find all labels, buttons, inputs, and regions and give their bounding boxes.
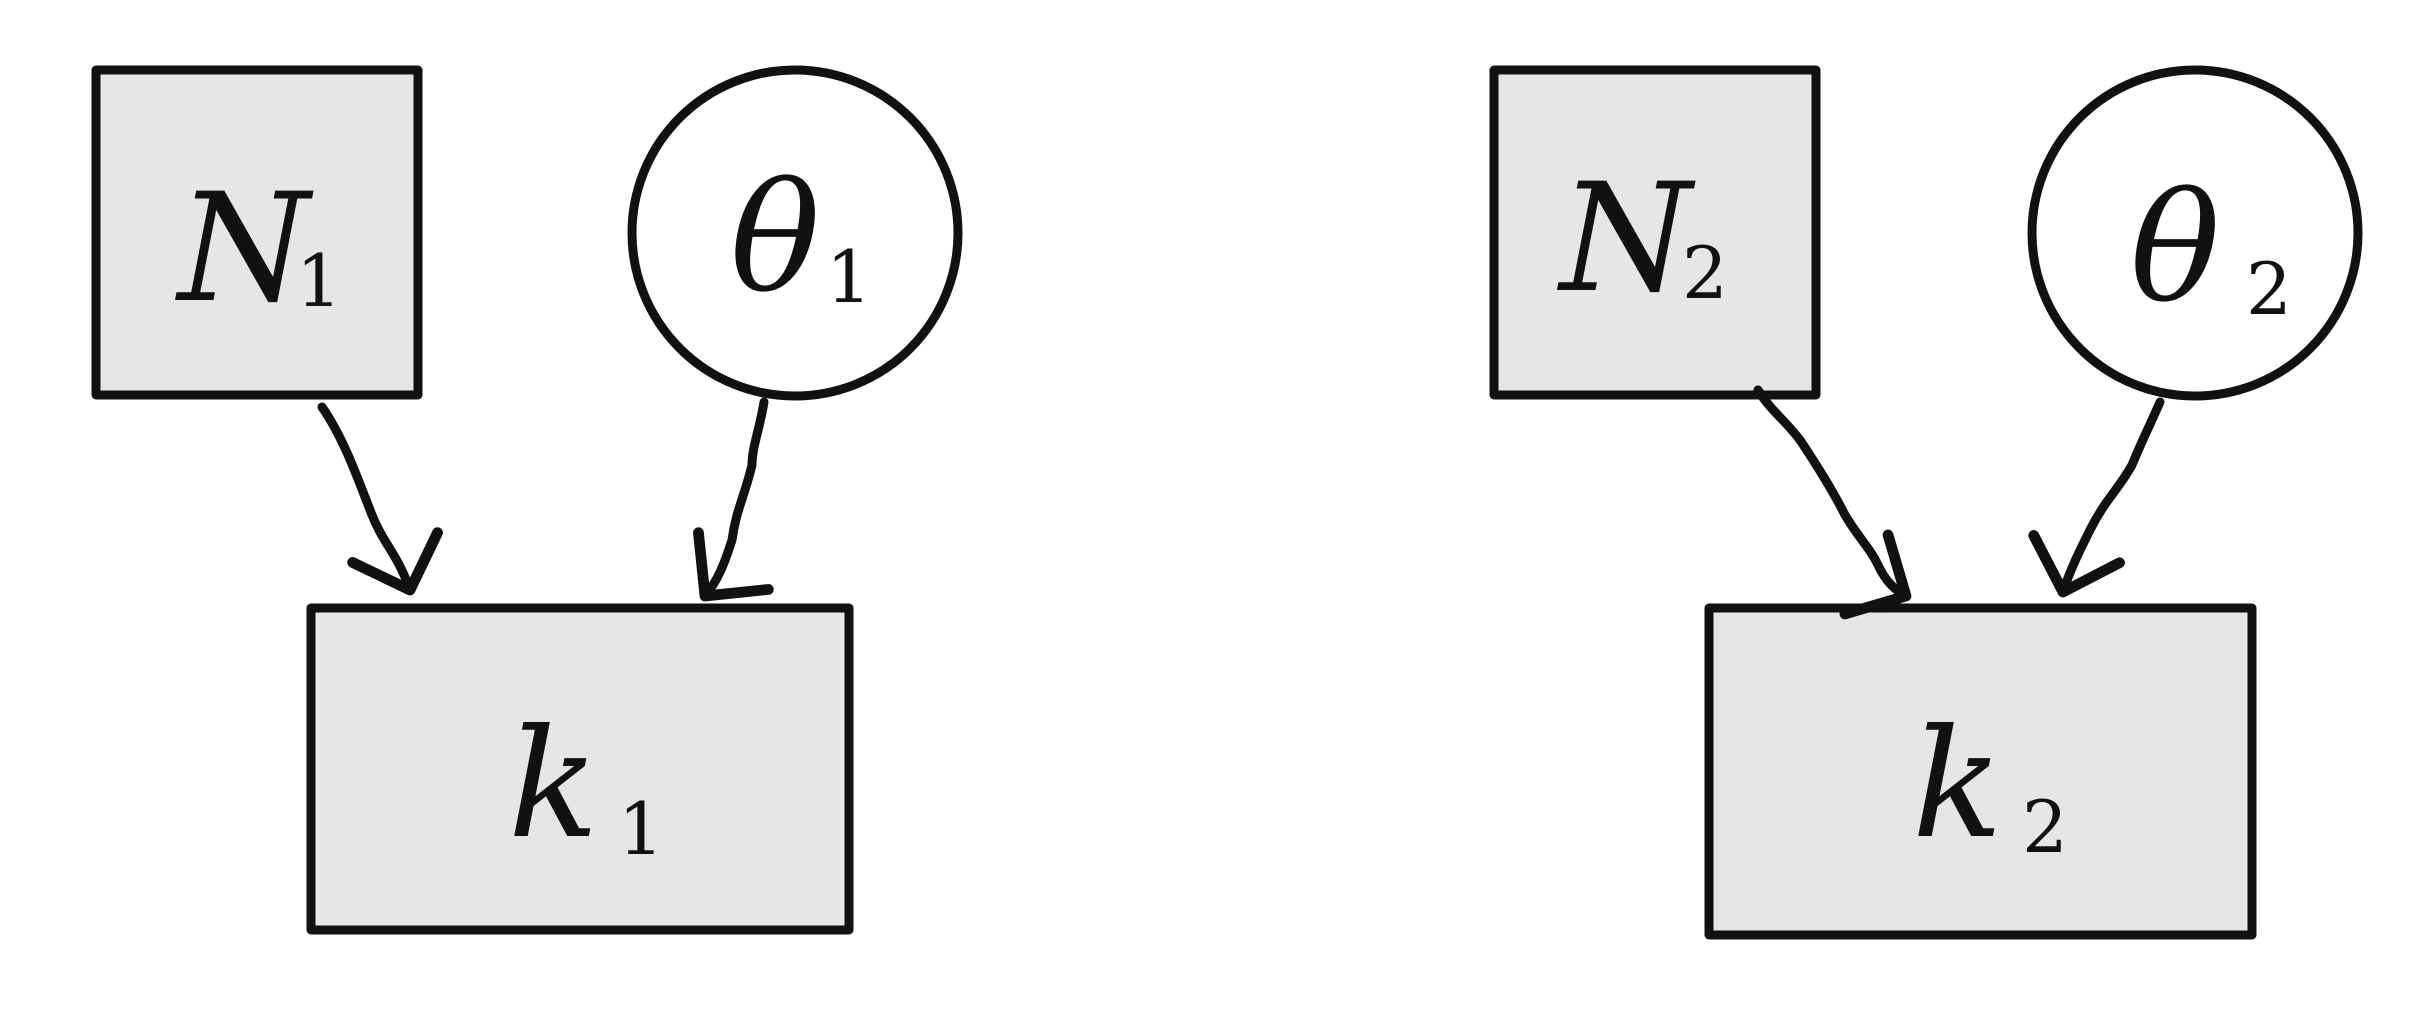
node-theta1-circle bbox=[627, 65, 963, 401]
node-theta1-symbol: θ bbox=[730, 152, 820, 326]
node-n2-symbol: N bbox=[1557, 152, 1696, 326]
node-theta2-symbol: θ bbox=[2130, 162, 2220, 336]
node-k1-subscript: 1 bbox=[618, 787, 664, 871]
node-n2-box bbox=[1489, 65, 1821, 400]
node-theta2-subscript: 2 bbox=[2246, 247, 2292, 331]
edge-n1-to-k1 bbox=[317, 402, 443, 596]
edge-n2-to-k2 bbox=[1753, 385, 1912, 620]
node-k2-symbol: k bbox=[1912, 698, 2003, 872]
model-2: N 2 θ 2 k 2 bbox=[1489, 65, 2363, 940]
node-k2-subscript: 2 bbox=[2022, 785, 2068, 869]
node-n2[interactable]: N 2 bbox=[1489, 65, 1821, 400]
node-k1-box bbox=[306, 603, 854, 935]
node-n2-subscript: 2 bbox=[1682, 231, 1728, 315]
node-n1-box bbox=[91, 65, 423, 400]
model-1: N 1 θ 1 k 1 bbox=[91, 65, 963, 935]
node-theta2-circle bbox=[2027, 65, 2363, 401]
node-n1-subscript: 1 bbox=[296, 239, 342, 323]
node-k1-symbol: k bbox=[508, 698, 599, 872]
edge-theta1-to-k1 bbox=[693, 397, 774, 602]
node-n1[interactable]: N 1 bbox=[91, 65, 423, 400]
node-k2-box bbox=[1704, 603, 2257, 940]
node-theta1[interactable]: θ 1 bbox=[627, 65, 963, 401]
edge-theta2-to-k2 bbox=[2028, 397, 2165, 598]
node-k2[interactable]: k 2 bbox=[1704, 603, 2257, 940]
node-theta2[interactable]: θ 2 bbox=[2027, 65, 2363, 401]
node-theta1-subscript: 1 bbox=[826, 235, 872, 319]
node-n1-symbol: N bbox=[175, 162, 314, 336]
node-k1[interactable]: k 1 bbox=[306, 603, 854, 935]
